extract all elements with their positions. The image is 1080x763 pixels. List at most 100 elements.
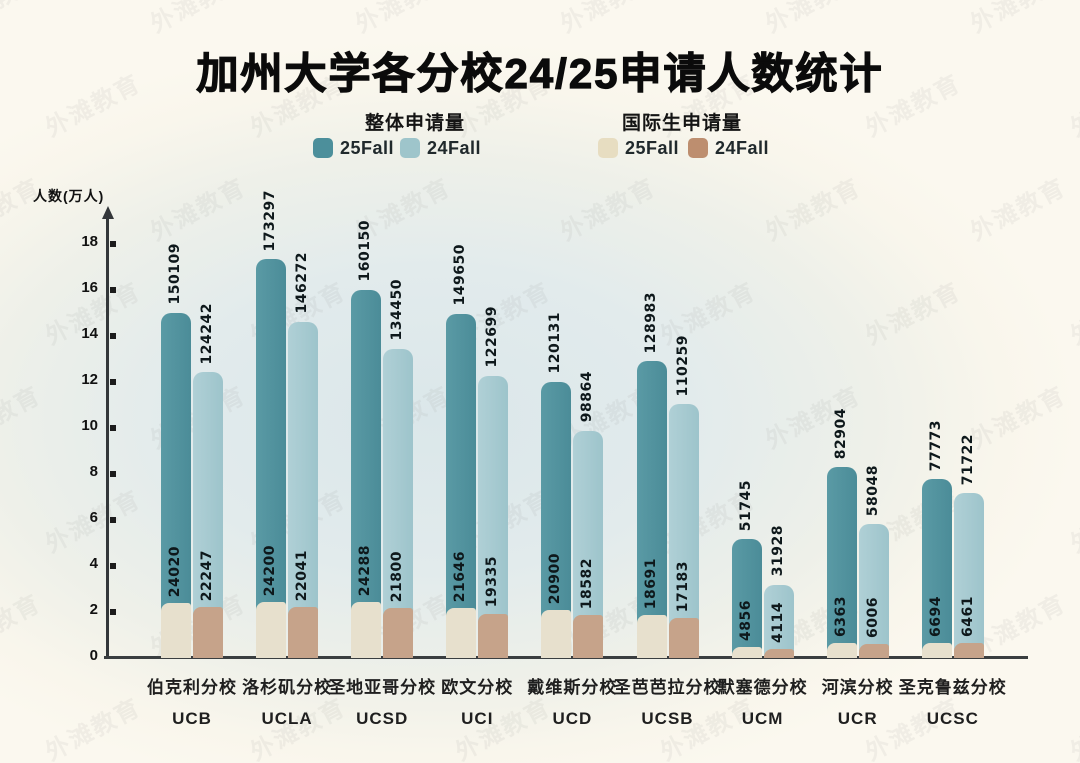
bar-value-total-24fall-UCSD: 134450	[389, 279, 406, 341]
x-axis-label-UCSD: 圣地亚哥分校 UCSD	[307, 676, 457, 730]
legend-swatch-intl-24fall	[688, 138, 708, 158]
y-tick-mark	[110, 241, 116, 247]
campus-code: UCR	[837, 709, 878, 728]
legend-label-intl-25fall: 25Fall	[625, 138, 680, 158]
bar-value-intl-24fall-UCR: 6006	[864, 597, 881, 639]
y-tick-mark	[110, 333, 116, 339]
watermark-text: 外滩教育	[1066, 277, 1080, 351]
bar-total-24fall-UCSD	[383, 348, 414, 658]
x-axis-label-UCSC: 圣克鲁兹分校 UCSC	[878, 676, 1028, 730]
watermark-text: 外滩教育	[1066, 693, 1080, 763]
y-axis-arrow-icon	[101, 206, 114, 219]
campus-code: UCSD	[356, 709, 409, 728]
bar-intl-24fall-UCSC	[953, 643, 984, 658]
watermark-text: 外滩教育	[556, 0, 661, 39]
legend-label-total-25fall: 25Fall	[340, 138, 395, 158]
y-tick-mark	[110, 517, 116, 523]
x-axis-label-UCLA: 洛杉矶分校 UCLA	[212, 676, 362, 730]
campus-code: UCLA	[261, 709, 313, 728]
bar-value-intl-24fall-UCM: 4114	[769, 601, 786, 643]
bar-value-intl-25fall-UCI: 21646	[452, 551, 469, 603]
bar-total-24fall-UCR	[858, 524, 889, 658]
bar-intl-25fall-UCD	[541, 609, 572, 658]
bar-value-total-24fall-UCR: 58048	[864, 465, 881, 517]
bar-value-total-24fall-UCI: 122699	[484, 306, 501, 368]
bar-value-intl-24fall-UCSD: 21800	[389, 550, 406, 602]
bar-value-total-25fall-UCSC: 77773	[927, 419, 944, 472]
y-tick-mark	[110, 379, 116, 385]
bar-total-24fall-UCD	[573, 430, 604, 658]
bar-total-24fall-UCSB	[668, 404, 699, 658]
watermark-text: 外滩教育	[761, 381, 866, 455]
watermark-text: 外滩教育	[0, 173, 46, 247]
watermark-text: 外滩教育	[761, 173, 866, 247]
legend-label-total-24fall: 24Fall	[427, 138, 482, 158]
bar-total-24fall-UCI	[478, 375, 509, 658]
watermark-text: 外滩教育	[146, 0, 251, 39]
bar-value-intl-24fall-UCD: 18582	[579, 558, 596, 610]
bar-total-24fall-UCSC	[953, 493, 984, 658]
watermark-text: 外滩教育	[556, 173, 661, 247]
bar-intl-24fall-UCSD	[383, 607, 414, 658]
campus-code: UCSC	[926, 709, 979, 728]
watermark-text: 外滩教育	[761, 0, 866, 39]
y-tick-mark	[110, 287, 116, 293]
x-axis-label-UCM: 默塞德分校 UCM	[688, 676, 838, 730]
bar-value-intl-25fall-UCSD: 24288	[357, 544, 374, 597]
y-tick-mark	[110, 425, 116, 431]
bar-total-25fall-UCI	[446, 313, 477, 658]
y-tick-mark	[110, 563, 116, 569]
bar-value-total-25fall-UCM: 51745	[737, 479, 754, 531]
x-axis-label-UCB: 伯克利分校 UCB	[117, 676, 267, 730]
bar-value-total-25fall-UCSB: 128983	[642, 291, 659, 354]
y-tick-mark	[110, 609, 116, 615]
bar-value-total-24fall-UCD: 98864	[579, 371, 596, 423]
campus-code: UCD	[552, 709, 593, 728]
campus-name-cn: 圣克鲁兹分校	[898, 678, 1007, 697]
bar-value-intl-25fall-UCLA: 24200	[262, 545, 279, 597]
bar-intl-24fall-UCM	[763, 648, 794, 658]
legend-label-intl-24fall: 24Fall	[715, 138, 770, 158]
campus-code: UCB	[172, 709, 212, 728]
campus-name-cn: 圣地亚哥分校	[328, 678, 437, 697]
bar-value-intl-24fall-UCSC: 6461	[959, 596, 976, 638]
legend-swatch-intl-25fall	[598, 138, 618, 158]
bar-value-total-24fall-UCLA: 146272	[294, 252, 311, 314]
bar-value-total-25fall-UCLA: 173297	[262, 189, 279, 252]
bar-value-total-25fall-UCI: 149650	[452, 244, 469, 306]
campus-code: UCM	[741, 709, 784, 728]
watermark-text: 外滩教育	[146, 173, 251, 247]
bar-intl-24fall-UCD	[573, 615, 604, 658]
watermark-text: 外滩教育	[861, 277, 966, 351]
bar-value-total-25fall-UCD: 120131	[547, 312, 564, 374]
bar-intl-24fall-UCI	[478, 613, 509, 658]
bar-intl-24fall-UCB	[193, 606, 223, 658]
watermark-text: 外滩教育	[0, 381, 46, 455]
bar-value-total-25fall-UCSD: 160150	[357, 220, 374, 282]
watermark-text: 外滩教育	[1066, 485, 1080, 559]
bar-value-intl-25fall-UCM: 4856	[737, 599, 754, 641]
bar-intl-24fall-UCSB	[668, 618, 699, 658]
y-tick-label: 0	[89, 647, 98, 664]
watermark-text: 外滩教育	[351, 0, 456, 39]
y-tick-label: 10	[81, 417, 98, 434]
bar-total-25fall-UCSD	[351, 289, 382, 658]
y-tick-label: 2	[89, 601, 98, 618]
campus-name-cn: 河滨分校	[821, 678, 894, 697]
bar-intl-25fall-UCM	[731, 646, 762, 658]
bar-intl-25fall-UCB	[161, 602, 191, 658]
watermark-text: 外滩教育	[966, 381, 1071, 455]
bar-value-intl-25fall-UCSC: 6694	[927, 595, 944, 637]
x-axis-label-UCD: 戴维斯分校 UCD	[497, 676, 647, 730]
y-tick-label: 4	[89, 555, 98, 572]
bar-total-24fall-UCLA	[288, 321, 319, 658]
bar-intl-25fall-UCSD	[351, 602, 382, 658]
bar-value-intl-25fall-UCR: 6363	[832, 596, 849, 638]
bar-intl-24fall-UCR	[858, 644, 889, 658]
campus-name-cn: 圣芭芭拉分校	[613, 678, 722, 697]
campus-code: UCSB	[641, 709, 694, 728]
bar-intl-25fall-UCSB	[636, 615, 667, 658]
chart-title: 加州大学各分校24/25申请人数统计	[196, 49, 884, 97]
watermark-text: 外滩教育	[656, 277, 761, 351]
